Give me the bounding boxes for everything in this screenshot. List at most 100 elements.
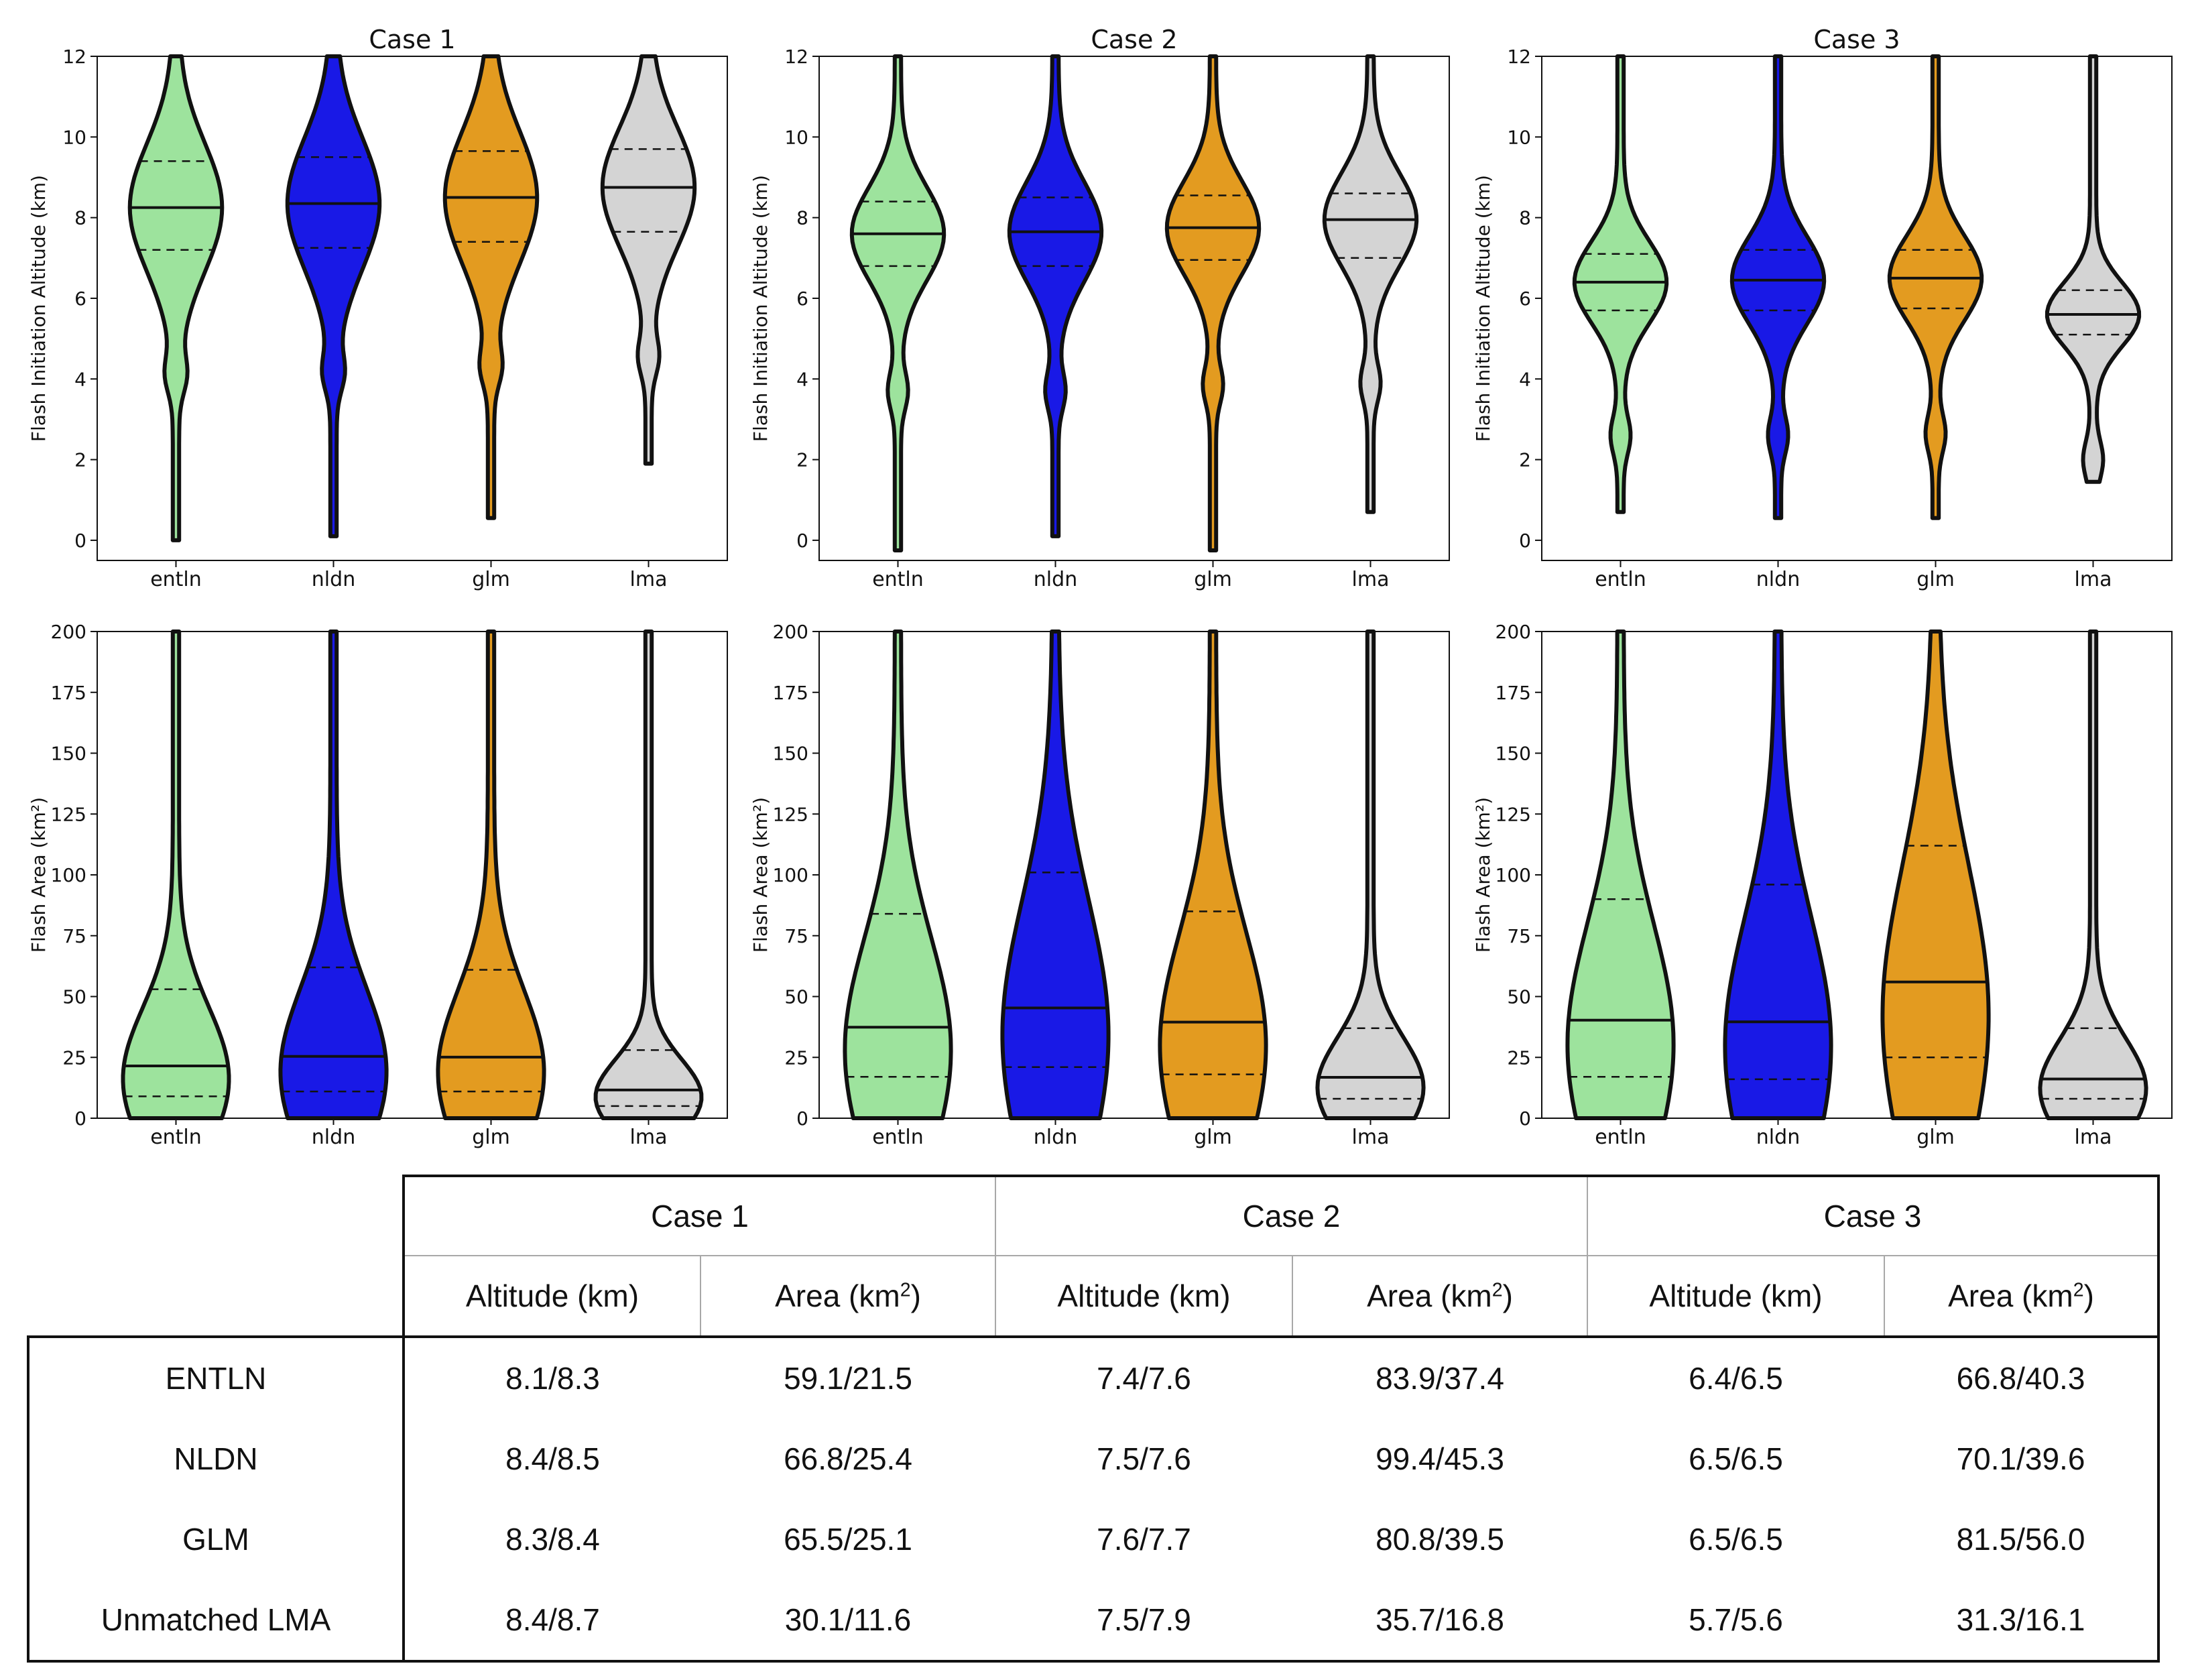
y-tick-label: 125 [51, 803, 86, 825]
y-axis-label: Flash Initiation Altitude (km) [1472, 175, 1494, 442]
y-tick-label: 100 [1496, 864, 1531, 886]
table-row: GLM 8.3/8.4 65.5/25.1 7.6/7.7 80.8/39.5 … [27, 1499, 2160, 1579]
y-axis-label: Flash Initiation Altitude (km) [749, 175, 772, 442]
case3-altitude-header: Altitude (km) [1587, 1256, 1884, 1338]
x-tick-label: lma [630, 568, 668, 591]
y-tick-label: 6 [1519, 288, 1531, 310]
x-tick-label: nldn [312, 568, 355, 591]
case1-header: Case 1 [402, 1175, 995, 1256]
y-tick-label: 0 [796, 530, 808, 552]
chart-panel-3: entln nldn glm lma 0 2 4 6 8 10 12 Case 3 Flash Init… [1472, 25, 2173, 591]
violin-lma [1315, 629, 1426, 1120]
y-tick-label: 200 [773, 621, 808, 643]
y-tick-label: 10 [784, 126, 808, 148]
case3-header: Case 3 [1587, 1175, 2160, 1256]
y-tick-label: 12 [1507, 46, 1531, 68]
violin-charts-figure: entln nldn glm lma 0 2 4 6 8 10 12 Case 1 Flash Init… [27, 25, 2173, 1149]
x-tick-label: glm [1194, 568, 1232, 591]
y-tick-label: 50 [1507, 986, 1531, 1008]
table-cell: 70.1/39.6 [1884, 1419, 2160, 1499]
table-cell: 8.3/8.4 [402, 1499, 700, 1579]
x-tick-label: entln [1595, 1126, 1646, 1149]
table-cell: 99.4/45.3 [1376, 1441, 1504, 1476]
table-corner-lower [28, 1256, 404, 1338]
y-tick-label: 12 [62, 46, 86, 68]
case1-altitude-header: Altitude (km) [402, 1256, 700, 1338]
row-label: GLM [27, 1499, 404, 1579]
x-tick-label: glm [1194, 1126, 1232, 1149]
row-label: ENTLN [27, 1337, 404, 1419]
table-cell: 6.4/6.5 [1689, 1361, 1783, 1396]
y-axis-label: Flash Area (km²) [749, 797, 772, 953]
y-tick-label: 125 [773, 803, 808, 825]
chart-panel-4: entln nldn glm lma 0 25 50 75 100 125 150 175 200 Fla… [27, 621, 728, 1149]
x-tick-label: entln [1595, 568, 1646, 591]
table-cell: 30.1/11.6 [700, 1579, 995, 1663]
table-cell: 8.4/8.5 [402, 1419, 700, 1499]
y-tick-label: 75 [62, 925, 86, 947]
violin-nldn [285, 54, 382, 538]
y-tick-label: 175 [773, 682, 808, 704]
y-tick-label: 150 [1496, 743, 1531, 765]
y-tick-label: 4 [74, 368, 86, 390]
table-row: Unmatched LMA 8.4/8.7 30.1/11.6 7.5/7.9 … [27, 1579, 2160, 1663]
row-label: NLDN [27, 1419, 404, 1499]
chart-title: Case 3 [1813, 25, 1900, 54]
y-tick-label: 75 [784, 925, 808, 947]
table-cell: 80.8/39.5 [1376, 1522, 1504, 1557]
table-cell: 59.1/21.5 [784, 1361, 912, 1396]
violin-lma [593, 629, 704, 1120]
x-tick-label: lma [630, 1126, 668, 1149]
table-row: NLDN 8.4/8.5 66.8/25.4 7.5/7.6 99.4/45.3… [27, 1419, 2160, 1499]
table-cell: 7.6/7.7 [1097, 1522, 1191, 1557]
x-tick-label: lma [1352, 1126, 1390, 1149]
x-tick-label: nldn [1756, 568, 1800, 591]
x-tick-label: nldn [1034, 568, 1077, 591]
y-tick-label: 8 [796, 207, 808, 229]
y-tick-label: 25 [784, 1046, 808, 1069]
y-tick-label: 10 [1507, 126, 1531, 148]
x-tick-label: glm [472, 568, 510, 591]
y-tick-label: 175 [51, 682, 86, 704]
y-tick-label: 4 [796, 368, 808, 390]
violin-glm [1158, 629, 1268, 1120]
chart-title: Case 1 [369, 25, 455, 54]
x-tick-label: lma [2075, 568, 2112, 591]
y-tick-label: 100 [773, 864, 808, 886]
violin-glm [1164, 54, 1262, 552]
table-cell: 5.7/5.6 [1587, 1579, 1884, 1663]
y-tick-label: 0 [1519, 530, 1531, 552]
y-tick-label: 0 [74, 530, 86, 552]
table-cell: 66.8/40.3 [1884, 1337, 2160, 1419]
x-tick-label: glm [1916, 1126, 1955, 1149]
chart-panel-1: entln nldn glm lma 0 2 4 6 8 10 12 Case 1 Flash Init… [27, 25, 728, 591]
y-tick-label: 125 [1496, 803, 1531, 825]
table-corner [28, 1176, 404, 1256]
violin-nldn [1007, 54, 1104, 538]
x-tick-label: nldn [1756, 1126, 1800, 1149]
case2-area-header: Area (km2) [1292, 1256, 1587, 1338]
y-tick-label: 100 [51, 864, 86, 886]
y-tick-label: 8 [1519, 207, 1531, 229]
x-tick-label: glm [472, 1126, 510, 1149]
violin-entln [127, 54, 225, 542]
y-tick-label: 200 [1496, 621, 1531, 643]
violin-nldn [1723, 629, 1833, 1120]
chart-panel-2: entln nldn glm lma 0 2 4 6 8 10 12 Case 2 Flash Init… [749, 25, 1450, 591]
x-tick-label: entln [150, 568, 202, 591]
violin-nldn [1729, 54, 1827, 520]
violin-glm [436, 629, 546, 1120]
table-cell: 81.5/56.0 [1884, 1499, 2160, 1579]
y-tick-label: 6 [74, 288, 86, 310]
table-cell: 7.5/7.9 [995, 1579, 1292, 1663]
y-tick-label: 50 [62, 986, 86, 1008]
x-tick-label: glm [1916, 568, 1955, 591]
y-tick-label: 175 [1496, 682, 1531, 704]
violin-nldn [1000, 629, 1111, 1120]
y-tick-label: 0 [1519, 1107, 1531, 1130]
y-tick-label: 0 [796, 1107, 808, 1130]
violin-entln [849, 54, 947, 552]
violin-lma [1322, 54, 1419, 514]
y-tick-label: 75 [1507, 925, 1531, 947]
y-tick-label: 2 [74, 449, 86, 471]
